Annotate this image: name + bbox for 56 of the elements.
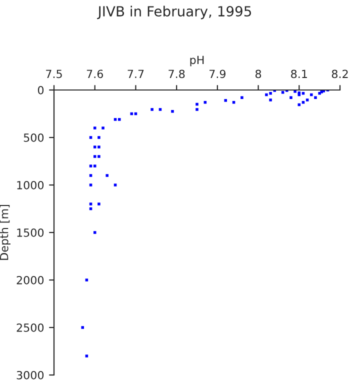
y-tick-label: 2000	[16, 276, 44, 284]
x-tick-label: 7.7	[128, 70, 144, 78]
point	[150, 108, 154, 111]
point	[89, 174, 92, 177]
point	[93, 231, 96, 234]
point	[314, 96, 317, 99]
x-tick-label: 8.1	[291, 70, 307, 78]
point	[310, 93, 313, 96]
point	[158, 108, 162, 111]
point	[196, 102, 198, 106]
point	[114, 118, 117, 121]
x-axis-title: pH	[190, 56, 204, 66]
y-tick-label: 2500	[16, 323, 44, 332]
point	[98, 146, 100, 148]
point	[89, 164, 92, 168]
chart-title: JIVB in February, 1995	[97, 6, 251, 20]
point	[98, 202, 100, 206]
point	[118, 118, 121, 121]
point	[85, 354, 88, 358]
point	[98, 155, 100, 158]
point	[114, 184, 117, 186]
point	[281, 90, 284, 94]
x-tick-label: 8	[256, 70, 262, 78]
y-tick-label: 1000	[17, 180, 44, 190]
point	[93, 164, 96, 168]
x-tick-label: 7.9	[210, 70, 226, 78]
point	[224, 99, 227, 102]
point	[85, 278, 88, 282]
point	[102, 126, 104, 130]
point	[81, 326, 84, 329]
y-tick-label: 500	[24, 133, 44, 142]
point	[306, 98, 309, 102]
x-tick-label: 7.8	[168, 70, 185, 78]
point	[89, 202, 92, 206]
point	[89, 136, 92, 139]
y-axis-title: Depth [m]	[0, 205, 10, 260]
point	[93, 155, 96, 158]
x-tick-label: 7.5	[46, 70, 62, 78]
point	[265, 93, 268, 96]
point	[93, 126, 96, 130]
y-tick-label: 1500	[17, 228, 44, 237]
point	[269, 92, 272, 95]
point	[240, 96, 244, 99]
point	[98, 136, 100, 139]
point	[89, 184, 92, 186]
point	[269, 98, 272, 102]
point	[93, 146, 96, 148]
point	[171, 110, 174, 113]
y-tick-label: 3000	[16, 370, 44, 380]
point	[290, 96, 292, 99]
x-tick-label: 7.6	[86, 70, 103, 78]
y-tick-label: 0	[38, 86, 44, 94]
point	[196, 108, 198, 111]
point	[106, 174, 109, 177]
x-tick-label: 8.2	[332, 70, 348, 78]
point	[130, 112, 134, 116]
